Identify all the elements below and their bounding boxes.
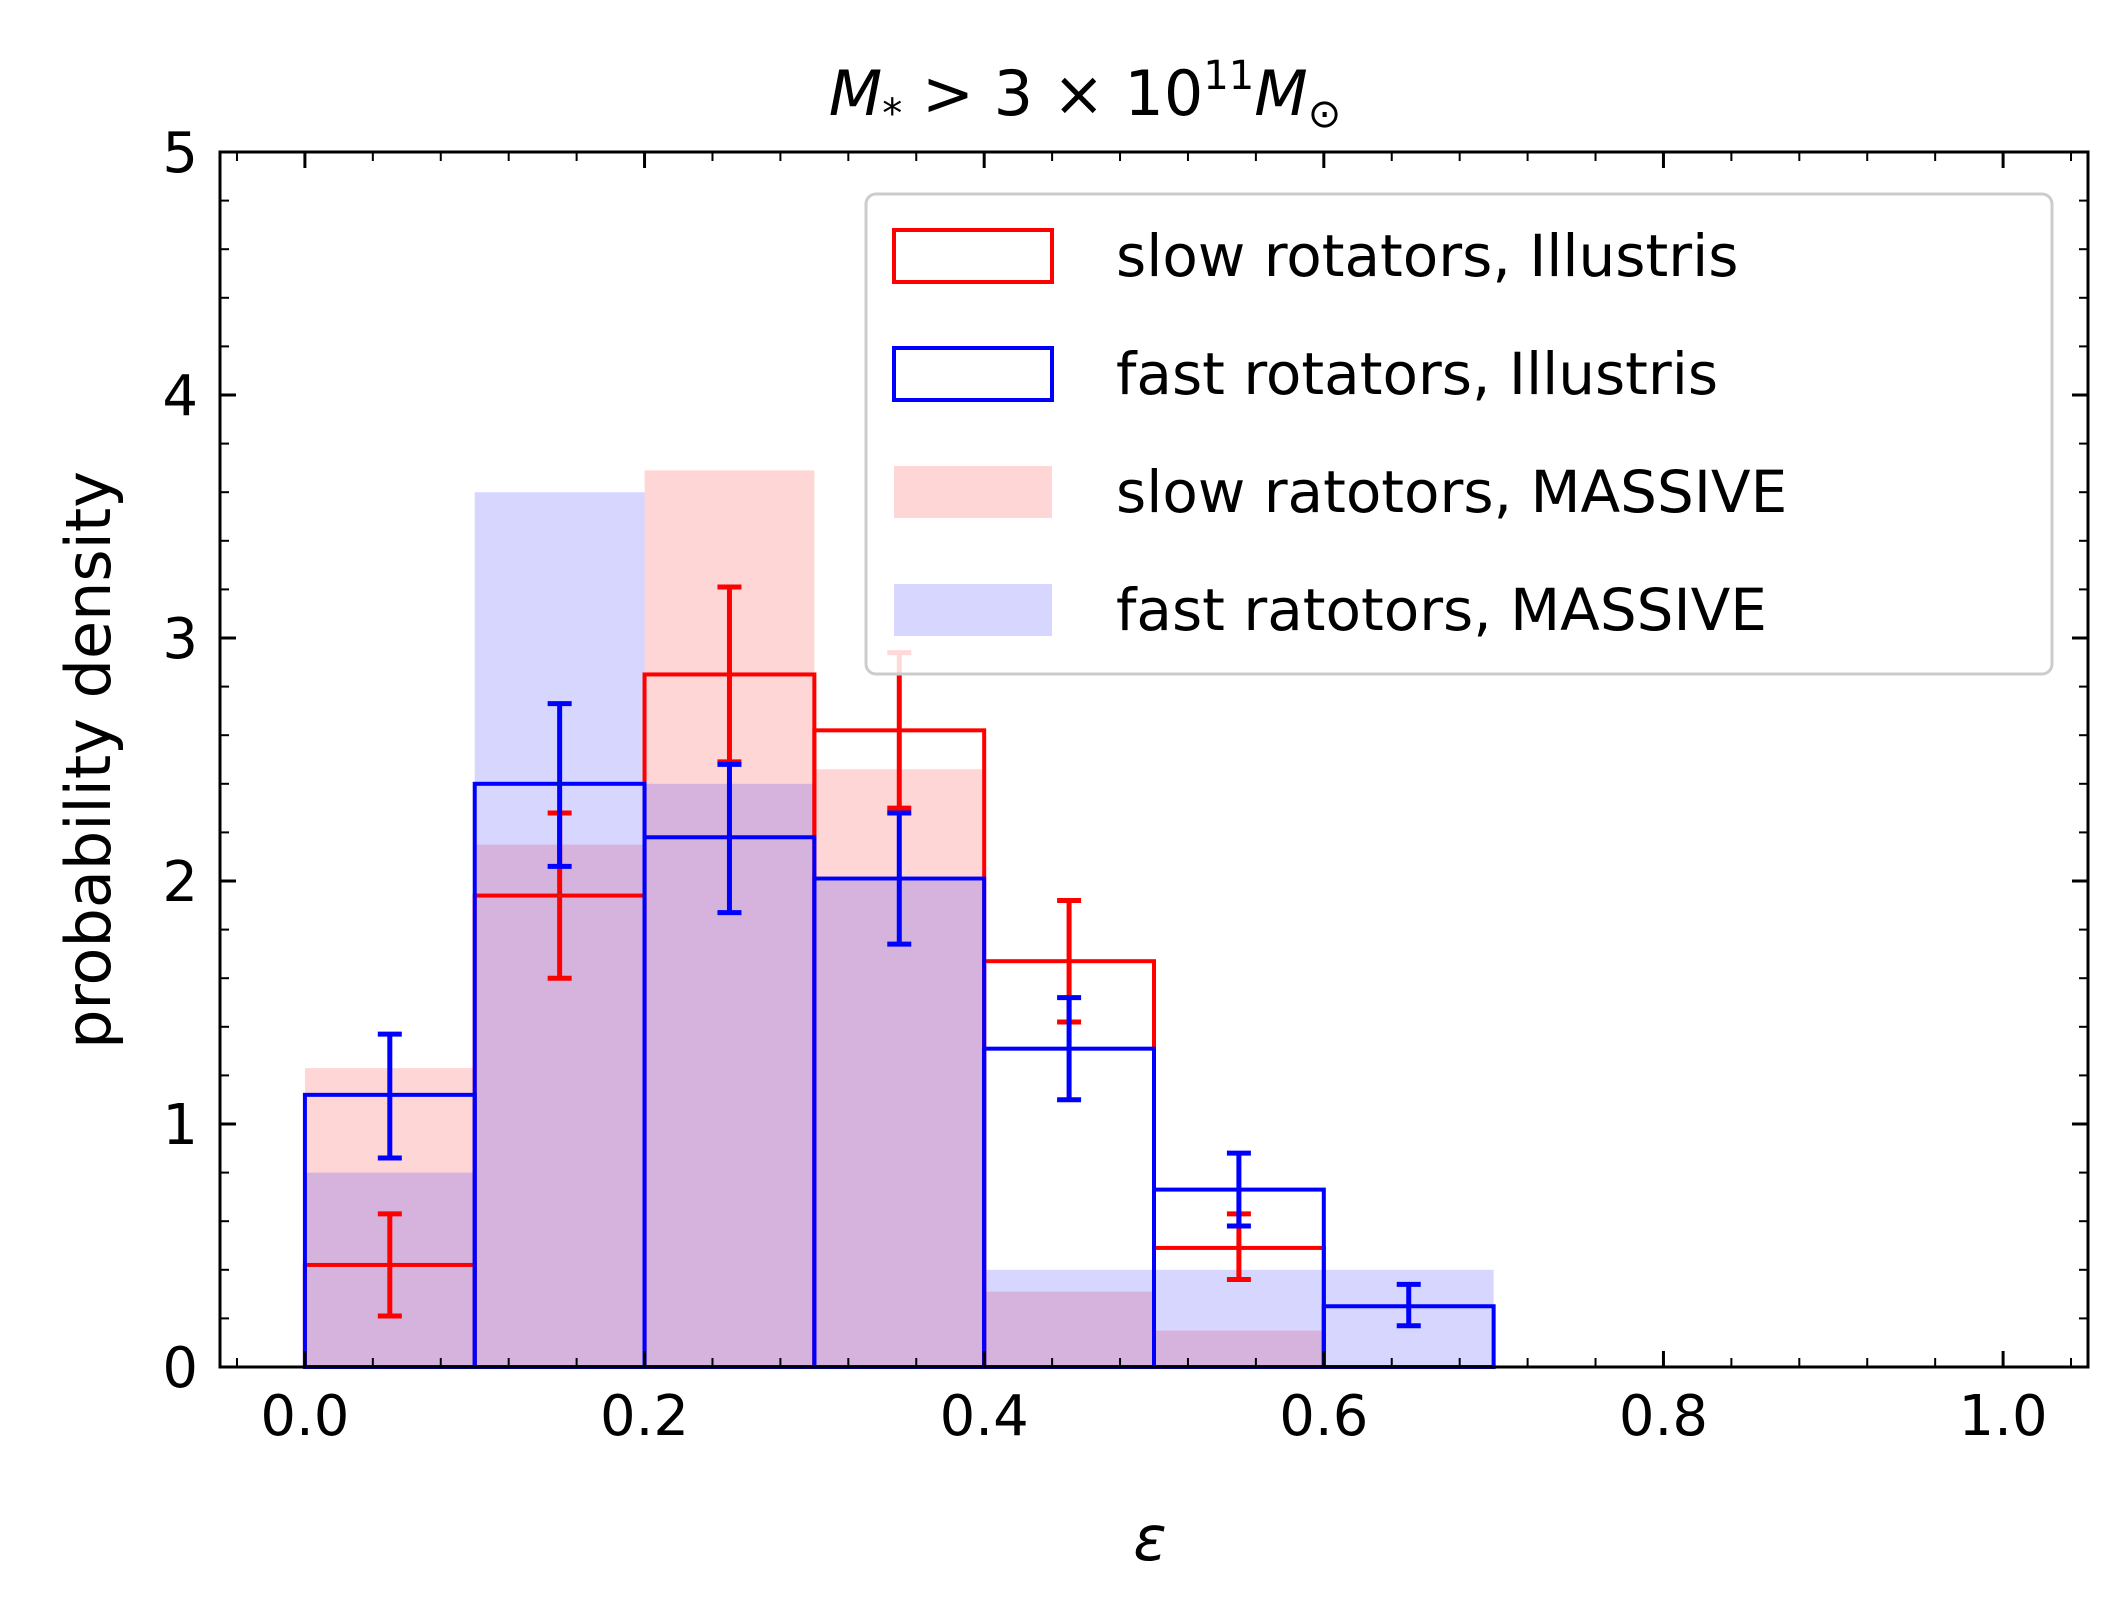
x-tick-label: 0.8 xyxy=(1619,1384,1708,1449)
y-tick-label: 3 xyxy=(162,607,198,672)
massive-bar-1-4 xyxy=(984,1269,1154,1367)
chart-title: M* > 3 × 1011M⊙ xyxy=(829,53,1342,137)
errorbar-1-4 xyxy=(1057,995,1082,1103)
x-tick-label: 0.0 xyxy=(260,1384,349,1449)
x-tick-label: 0.2 xyxy=(600,1384,689,1449)
errorbar-1-3 xyxy=(887,810,912,947)
y-tick-label: 0 xyxy=(162,1336,198,1401)
massive-bar-0-4 xyxy=(984,1291,1154,1367)
y-tick-label: 1 xyxy=(162,1093,198,1158)
errorbar-1-1 xyxy=(547,701,572,869)
plot-frame xyxy=(218,150,2090,1369)
errorbars-layer xyxy=(377,584,1421,1329)
massive-bar-1-3 xyxy=(814,881,985,1367)
legend-box xyxy=(864,192,2054,676)
legend-label-1: fast rotators, Illustris xyxy=(1116,340,1718,408)
x-tick-label: 0.4 xyxy=(940,1384,1029,1449)
legend-label-0: slow rotators, Illustris xyxy=(1116,222,1738,290)
massive-bar-1-5 xyxy=(1154,1269,1324,1367)
errorbar-1-2 xyxy=(717,761,742,916)
massive-bar-0-5 xyxy=(1154,1330,1324,1367)
axes-frame xyxy=(218,150,2090,1369)
legend-label-3: fast ratotors, MASSIVE xyxy=(1116,576,1767,644)
x-tick-label: 1.0 xyxy=(1959,1384,2048,1449)
errorbar-1-0 xyxy=(377,1031,402,1161)
legend-label-2: slow ratotors, MASSIVE xyxy=(1116,458,1787,526)
ticks-layer: 0.0 0.2 0.4 0.6 0.8 1.0 0 1 2 3 4 5 xyxy=(162,121,2088,1449)
y-tick-label: 4 xyxy=(162,364,198,429)
legend: slow rotators, Illustris fast rotators, I… xyxy=(864,192,2054,676)
legend-swatch-0 xyxy=(892,228,1054,284)
legend-swatch-2 xyxy=(894,466,1052,518)
y-tick-label: 5 xyxy=(162,121,198,186)
errorbar-0-0 xyxy=(377,1211,402,1319)
x-axis-label: ε xyxy=(1133,1502,1167,1575)
y-tick-label: 2 xyxy=(162,850,198,915)
legend-swatch-3 xyxy=(894,584,1052,636)
x-tick-label: 0.6 xyxy=(1279,1384,1368,1449)
errorbar-1-5 xyxy=(1226,1150,1251,1229)
errorbar-1-6 xyxy=(1396,1281,1421,1329)
y-axis-label: probability density xyxy=(52,471,125,1049)
legend-swatch-1 xyxy=(892,346,1054,402)
